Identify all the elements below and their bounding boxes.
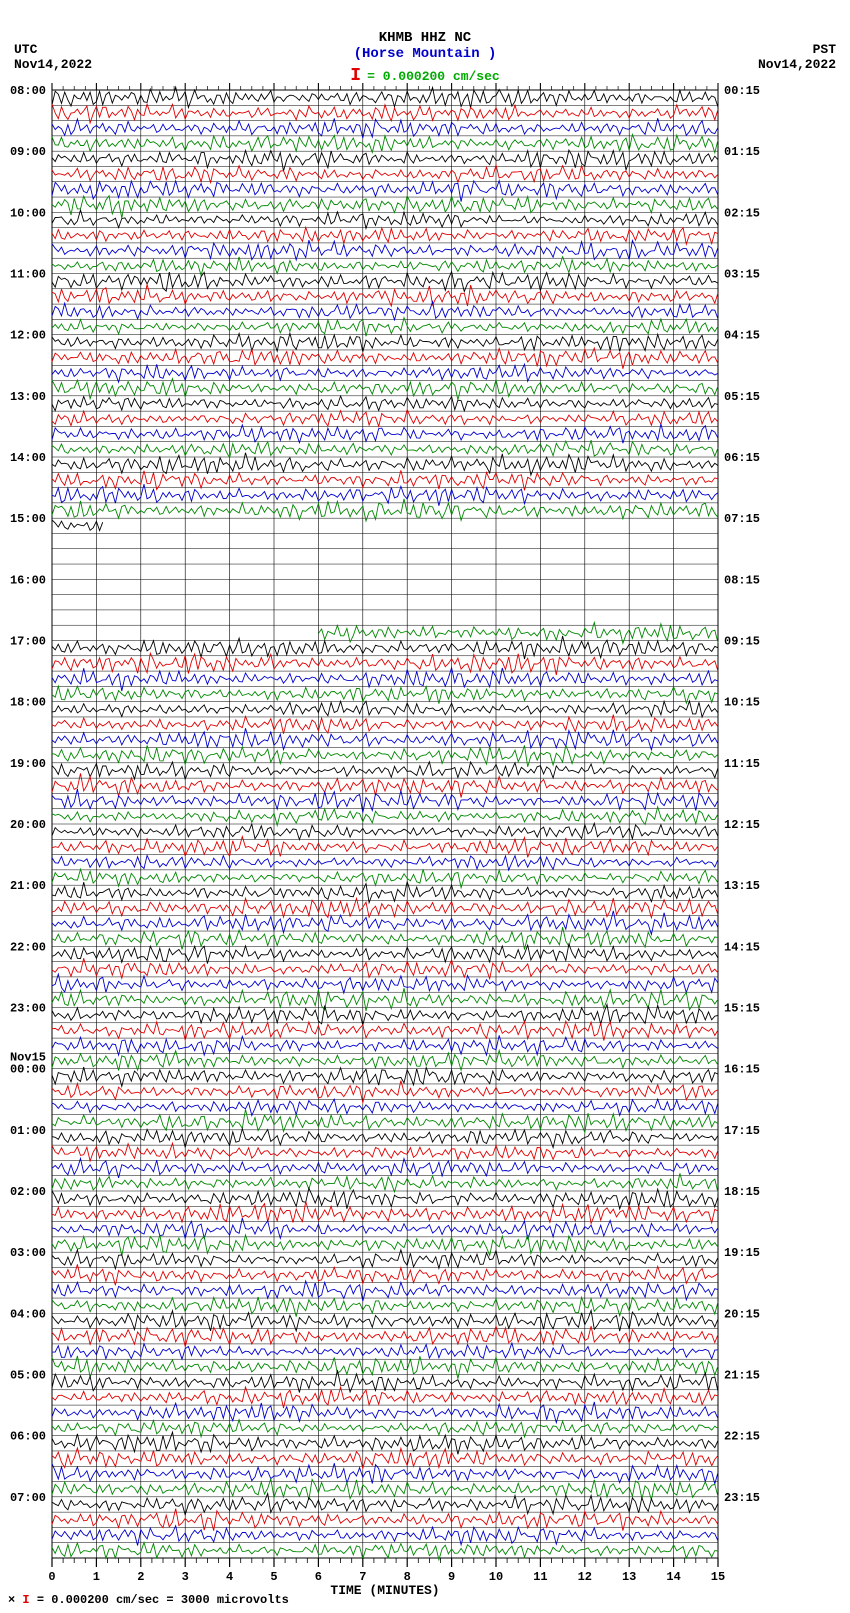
svg-text:04:15: 04:15 bbox=[724, 329, 760, 343]
svg-text:06:15: 06:15 bbox=[724, 451, 760, 465]
svg-text:00:00: 00:00 bbox=[10, 1063, 46, 1077]
svg-text:1: 1 bbox=[93, 1570, 100, 1584]
svg-text:15:00: 15:00 bbox=[10, 512, 46, 526]
svg-text:08:00: 08:00 bbox=[10, 84, 46, 98]
svg-text:13: 13 bbox=[622, 1570, 636, 1584]
svg-text:12:00: 12:00 bbox=[10, 329, 46, 343]
svg-text:21:15: 21:15 bbox=[724, 1369, 760, 1383]
svg-text:13:00: 13:00 bbox=[10, 390, 46, 404]
svg-text:10: 10 bbox=[489, 1570, 503, 1584]
svg-text:07:15: 07:15 bbox=[724, 512, 760, 526]
svg-text:06:00: 06:00 bbox=[10, 1430, 46, 1444]
svg-text:15:15: 15:15 bbox=[724, 1002, 760, 1016]
svg-text:21:00: 21:00 bbox=[10, 879, 46, 893]
svg-text:0: 0 bbox=[48, 1570, 55, 1584]
svg-text:14:00: 14:00 bbox=[10, 451, 46, 465]
svg-text:6: 6 bbox=[315, 1570, 322, 1584]
svg-text:23:00: 23:00 bbox=[10, 1002, 46, 1016]
svg-text:TIME (MINUTES): TIME (MINUTES) bbox=[330, 1583, 439, 1598]
footer-scale: × I = 0.000200 cm/sec = 3000 microvolts bbox=[8, 1593, 289, 1607]
footer-tick-small: × bbox=[8, 1593, 15, 1607]
svg-text:12:15: 12:15 bbox=[724, 818, 760, 832]
svg-text:10:15: 10:15 bbox=[724, 696, 760, 710]
svg-text:17:15: 17:15 bbox=[724, 1124, 760, 1138]
svg-text:07:00: 07:00 bbox=[10, 1491, 46, 1505]
svg-text:8: 8 bbox=[404, 1570, 411, 1584]
svg-text:18:15: 18:15 bbox=[724, 1185, 760, 1199]
svg-text:22:15: 22:15 bbox=[724, 1430, 760, 1444]
svg-text:4: 4 bbox=[226, 1570, 233, 1584]
svg-text:14:15: 14:15 bbox=[724, 940, 760, 954]
svg-text:04:00: 04:00 bbox=[10, 1307, 46, 1321]
svg-text:08:15: 08:15 bbox=[724, 573, 760, 587]
svg-text:16:00: 16:00 bbox=[10, 573, 46, 587]
svg-text:10:00: 10:00 bbox=[10, 206, 46, 220]
svg-text:02:15: 02:15 bbox=[724, 206, 760, 220]
svg-text:01:00: 01:00 bbox=[10, 1124, 46, 1138]
svg-text:05:15: 05:15 bbox=[724, 390, 760, 404]
svg-text:2: 2 bbox=[137, 1570, 144, 1584]
svg-text:09:15: 09:15 bbox=[724, 635, 760, 649]
svg-text:13:15: 13:15 bbox=[724, 879, 760, 893]
svg-text:19:00: 19:00 bbox=[10, 757, 46, 771]
svg-text:01:15: 01:15 bbox=[724, 145, 760, 159]
svg-text:7: 7 bbox=[359, 1570, 366, 1584]
svg-text:00:15: 00:15 bbox=[724, 84, 760, 98]
svg-text:05:00: 05:00 bbox=[10, 1369, 46, 1383]
svg-text:20:00: 20:00 bbox=[10, 818, 46, 832]
svg-text:15: 15 bbox=[711, 1570, 725, 1584]
svg-text:9: 9 bbox=[448, 1570, 455, 1584]
svg-text:12: 12 bbox=[578, 1570, 592, 1584]
footer-scale-text: = 0.000200 cm/sec = 3000 microvolts bbox=[37, 1593, 289, 1607]
seismogram-page: UTC Nov14,2022 PST Nov14,2022 KHMB HHZ N… bbox=[0, 0, 850, 1613]
svg-text:02:00: 02:00 bbox=[10, 1185, 46, 1199]
helicorder-chart: 08:00 09:00 10:00 11:00 12:00 13:00 14:00 15:00… bbox=[0, 0, 850, 1613]
svg-text:03:15: 03:15 bbox=[724, 268, 760, 282]
svg-text:3: 3 bbox=[182, 1570, 189, 1584]
svg-text:5: 5 bbox=[270, 1570, 277, 1584]
svg-text:09:00: 09:00 bbox=[10, 145, 46, 159]
svg-text:11:00: 11:00 bbox=[10, 268, 46, 282]
svg-text:03:00: 03:00 bbox=[10, 1246, 46, 1260]
svg-text:14: 14 bbox=[666, 1570, 680, 1584]
svg-text:18:00: 18:00 bbox=[10, 696, 46, 710]
svg-text:22:00: 22:00 bbox=[10, 940, 46, 954]
svg-text:17:00: 17:00 bbox=[10, 635, 46, 649]
svg-text:19:15: 19:15 bbox=[724, 1246, 760, 1260]
svg-text:11:15: 11:15 bbox=[724, 757, 760, 771]
footer-tick-icon: I bbox=[22, 1593, 36, 1607]
svg-text:16:15: 16:15 bbox=[724, 1063, 760, 1077]
svg-text:20:15: 20:15 bbox=[724, 1307, 760, 1321]
svg-text:11: 11 bbox=[533, 1570, 547, 1584]
svg-text:23:15: 23:15 bbox=[724, 1491, 760, 1505]
